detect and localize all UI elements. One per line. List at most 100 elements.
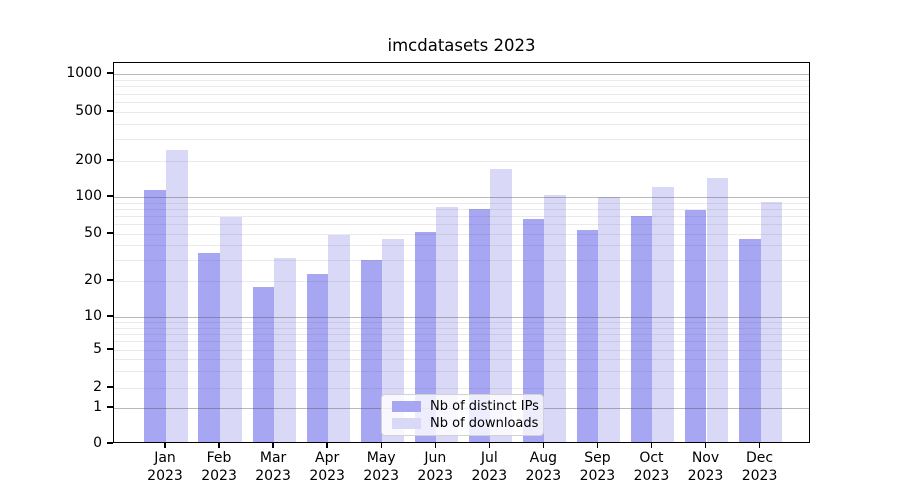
x-tick-mark: [704, 443, 707, 448]
bar-distinct-ips-sep: [576, 229, 599, 442]
x-tick-label-oct: Oct 2023: [633, 450, 670, 484]
x-tick-label-feb: Feb 2023: [201, 450, 237, 484]
x-tick-label-nov: Nov 2023: [687, 450, 724, 484]
bar-distinct-ips-feb: [198, 253, 221, 442]
bar-distinct-ips-nov: [684, 210, 707, 442]
bar-downloads-dec: [760, 201, 783, 442]
legend-swatch-downloads: [392, 417, 421, 429]
gridline-minor: [114, 350, 809, 351]
y-tick-label-200: 200: [75, 152, 102, 168]
bars-layer: [114, 63, 809, 442]
x-tick-mark: [542, 443, 545, 448]
bar-distinct-ips-dec: [738, 238, 761, 442]
gridline-minor: [114, 202, 809, 204]
x-tick-label-jan: Jan 2023: [147, 450, 183, 484]
y-tick-label-10: 10: [84, 308, 102, 324]
x-tick-label-mar: Mar 2023: [255, 450, 291, 484]
y-tick-label-500: 500: [75, 103, 102, 119]
x-tick-mark: [218, 443, 220, 448]
y-tick-mark: [107, 279, 113, 281]
x-tick-label-dec: Dec 2023: [741, 450, 778, 484]
bar-downloads-nov: [706, 177, 729, 442]
bar-downloads-may: [382, 238, 404, 442]
bar-downloads-sep: [598, 197, 620, 442]
gridline-minor: [114, 161, 809, 162]
gridline-minor: [114, 234, 809, 235]
grid-layer: [114, 63, 809, 442]
y-tick-label-5: 5: [93, 341, 102, 357]
x-tick-mark: [326, 443, 328, 448]
bar-downloads-apr: [328, 235, 350, 442]
gridline-minor: [114, 224, 809, 226]
gridline-minor: [114, 102, 809, 103]
x-tick-label-jun: Jun 2023: [417, 450, 454, 484]
gridline-major: [114, 197, 809, 198]
chart-title: imcdatasets 2023: [387, 36, 536, 55]
x-tick-label-may: May 2023: [363, 450, 399, 484]
x-tick-mark: [596, 443, 599, 448]
gridline-minor: [114, 333, 809, 335]
x-tick-mark: [488, 443, 490, 448]
legend-label-downloads: Nb of downloads: [430, 415, 539, 431]
gridline-minor: [114, 86, 809, 88]
x-tick-label-apr: Apr 2023: [309, 450, 345, 484]
gridline-minor: [114, 327, 809, 329]
gridline-minor: [114, 79, 809, 81]
x-tick-label-jul: Jul 2023: [471, 450, 508, 484]
x-tick-mark: [758, 443, 761, 448]
y-tick-label-1: 1: [93, 399, 102, 415]
x-tick-label-sep: Sep 2023: [579, 450, 616, 484]
x-tick-mark: [380, 443, 382, 448]
bar-distinct-ips-oct: [630, 216, 653, 442]
legend-label-distinct-ips: Nb of distinct IPs: [430, 399, 539, 415]
y-tick-mark: [107, 348, 113, 350]
y-tick-mark: [107, 110, 113, 112]
y-tick-mark: [107, 442, 113, 444]
x-tick-label-aug: Aug 2023: [525, 450, 562, 484]
gridline-major: [114, 74, 809, 75]
bar-distinct-ips-apr: [306, 274, 329, 442]
legend-swatch-distinct-ips: [392, 401, 421, 413]
bar-distinct-ips-mar: [252, 287, 275, 442]
gridline-minor: [114, 341, 809, 343]
y-tick-label-50: 50: [84, 225, 102, 241]
bar-distinct-ips-jan: [144, 190, 166, 442]
y-tick-mark: [107, 159, 113, 161]
gridline-minor: [114, 216, 809, 218]
gridline-major: [114, 317, 809, 318]
bar-distinct-ips-jun: [414, 232, 437, 442]
bar-downloads-oct: [652, 186, 675, 442]
x-tick-mark: [272, 443, 274, 448]
y-tick-label-100: 100: [75, 188, 102, 204]
x-tick-mark: [434, 443, 436, 448]
gridline-minor: [114, 139, 809, 141]
gridline-minor: [114, 93, 809, 95]
legend-item-downloads: Nb of downloads: [392, 415, 539, 431]
gridline-minor: [114, 359, 809, 361]
bar-distinct-ips-aug: [522, 218, 545, 442]
gridline-minor: [114, 260, 809, 262]
gridline-minor: [114, 208, 809, 210]
bar-downloads-jun: [436, 206, 458, 442]
bar-downloads-jan: [166, 150, 188, 442]
bar-distinct-ips-jul: [468, 208, 491, 442]
y-tick-mark: [107, 386, 113, 388]
y-tick-mark: [107, 195, 113, 197]
legend: Nb of distinct IPs Nb of downloads: [381, 394, 544, 436]
gridline-minor: [114, 245, 809, 247]
plot-area: [113, 62, 810, 443]
gridline-minor: [114, 388, 809, 389]
y-tick-label-2: 2: [93, 379, 102, 395]
bar-downloads-jul: [490, 169, 512, 442]
y-tick-mark: [107, 72, 113, 74]
x-tick-mark: [164, 443, 166, 448]
legend-item-distinct-ips: Nb of distinct IPs: [392, 399, 539, 414]
x-tick-mark: [650, 443, 653, 448]
y-tick-mark: [107, 406, 113, 408]
bar-distinct-ips-may: [360, 259, 383, 442]
bar-downloads-mar: [274, 258, 296, 442]
y-tick-label-1000: 1000: [66, 65, 102, 81]
bar-downloads-aug: [544, 195, 566, 442]
gridline-minor: [114, 123, 809, 125]
